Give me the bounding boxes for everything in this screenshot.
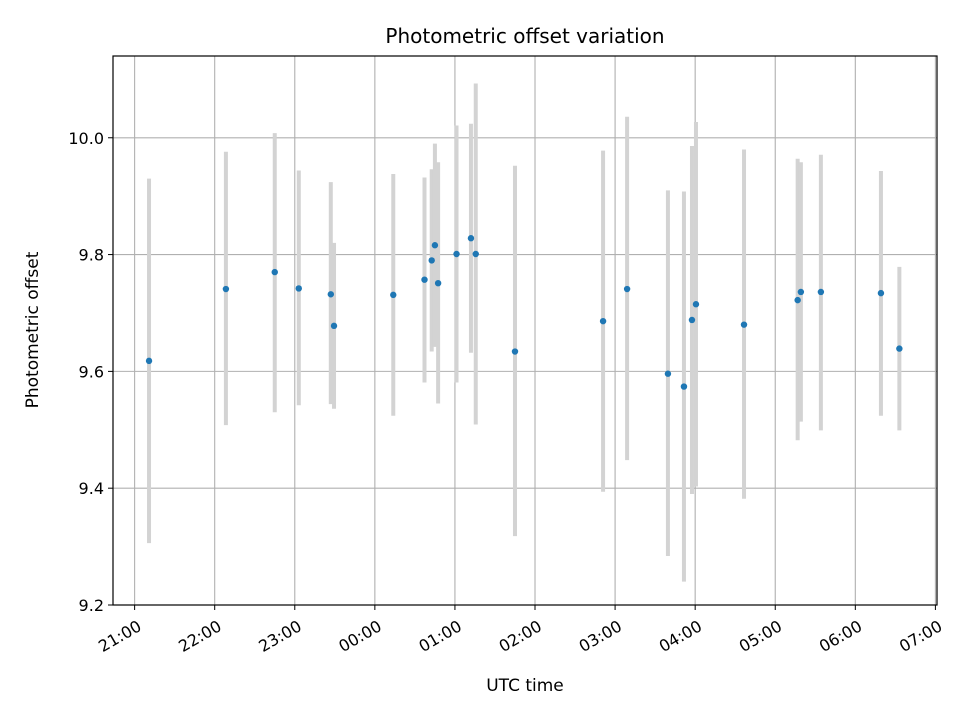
y-axis: 9.2 9.4 9.6 9.8 10.0 bbox=[68, 129, 113, 615]
data-point bbox=[431, 242, 439, 249]
data-point bbox=[680, 383, 688, 390]
data-point bbox=[877, 289, 885, 297]
data-point bbox=[692, 301, 700, 308]
y-axis-title: Photometric offset bbox=[23, 251, 43, 408]
y-tick-label: 9.6 bbox=[79, 362, 104, 381]
y-tick-label: 10.0 bbox=[68, 129, 104, 148]
y-tick-label: 9.2 bbox=[79, 596, 104, 615]
data-point bbox=[271, 268, 278, 276]
data-point bbox=[390, 291, 397, 299]
data-point bbox=[599, 317, 607, 325]
data-point bbox=[794, 296, 801, 304]
data-point bbox=[817, 288, 825, 296]
data-point bbox=[623, 285, 631, 293]
data-point bbox=[428, 257, 435, 264]
plot-frame bbox=[112, 55, 938, 606]
data-point bbox=[330, 322, 338, 330]
data-point bbox=[896, 345, 903, 352]
data-point bbox=[421, 276, 428, 283]
x-axis-title: UTC time bbox=[486, 676, 564, 696]
data-point bbox=[222, 285, 230, 293]
data-point bbox=[295, 285, 302, 292]
y-tick-label: 9.8 bbox=[79, 246, 104, 265]
data-point bbox=[434, 279, 442, 287]
data-point bbox=[327, 291, 335, 298]
data-point bbox=[688, 316, 696, 324]
data-point bbox=[511, 348, 519, 355]
data-point bbox=[145, 357, 153, 365]
data-point bbox=[453, 250, 460, 258]
data-point bbox=[797, 288, 805, 296]
data-point bbox=[472, 250, 479, 258]
data-point bbox=[664, 370, 672, 377]
chart-title: Photometric offset variation bbox=[385, 24, 664, 48]
y-tick-label: 9.4 bbox=[79, 479, 104, 498]
data-points bbox=[145, 235, 903, 390]
data-point bbox=[467, 235, 475, 242]
data-point bbox=[740, 321, 748, 328]
